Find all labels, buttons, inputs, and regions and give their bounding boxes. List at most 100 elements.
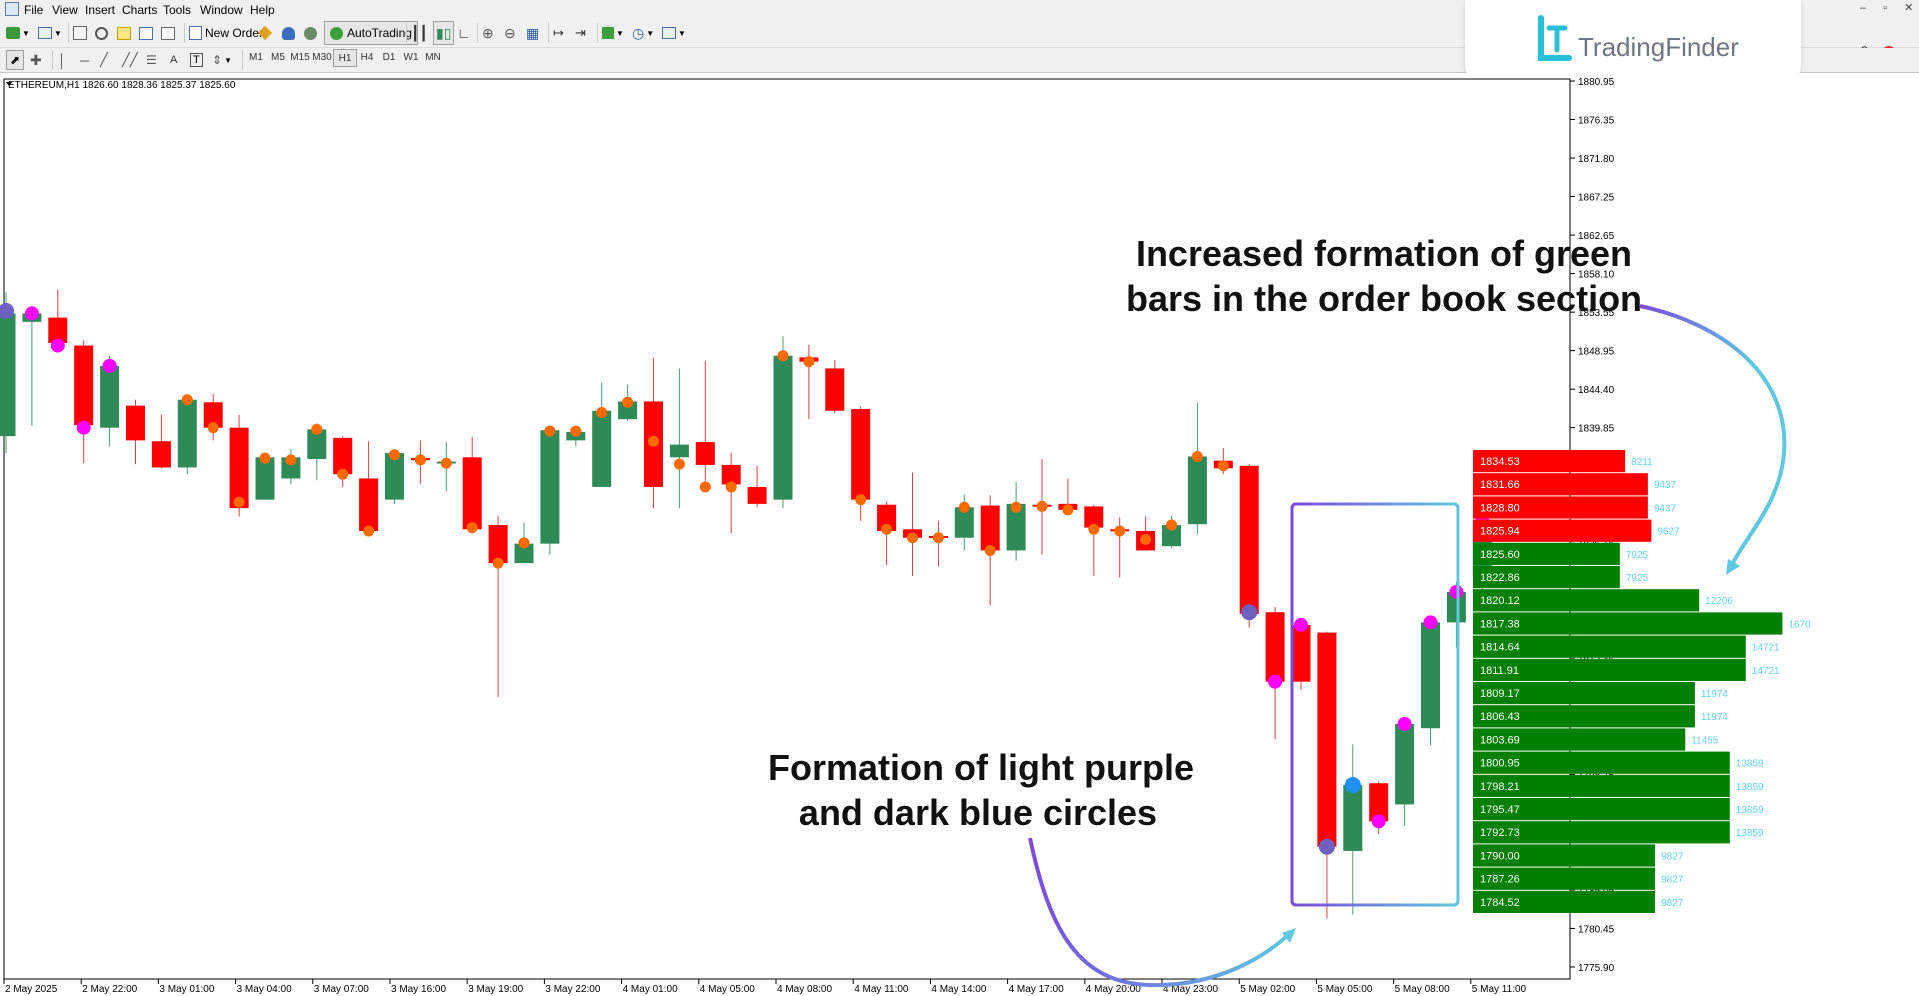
annotation-top-line1: Increased formation of green bbox=[1136, 233, 1632, 274]
menu-tools[interactable]: Tools bbox=[163, 3, 192, 17]
close-icon[interactable]: ✕ bbox=[1904, 2, 1914, 14]
candle-body bbox=[255, 457, 275, 500]
candle bbox=[747, 465, 767, 508]
ask-volume-bar bbox=[1473, 450, 1626, 473]
orange-marker bbox=[207, 422, 219, 434]
horizontal-line-button[interactable]: ─ bbox=[80, 50, 89, 70]
chart-menu-icon[interactable] bbox=[6, 82, 12, 86]
timeframe-h4[interactable]: H4 bbox=[360, 52, 374, 63]
candle bbox=[1239, 464, 1259, 628]
menu-file[interactable]: File bbox=[24, 3, 44, 17]
indicators-button[interactable]: ▼ bbox=[602, 23, 624, 43]
order-book-volume: 9827 bbox=[1661, 898, 1684, 909]
chart-shift-button[interactable]: ↦ bbox=[553, 23, 564, 43]
new-chart-button[interactable]: ▼ bbox=[6, 23, 30, 43]
order-book-row: 1825.94 9627 bbox=[1473, 519, 1680, 542]
candle-body bbox=[980, 505, 1000, 551]
candle-body bbox=[1421, 622, 1440, 729]
vertical-line-button[interactable]: │ bbox=[58, 50, 66, 70]
new-order-icon bbox=[189, 26, 202, 40]
order-book-row: 1817.38 1670 bbox=[1473, 612, 1811, 635]
price-label: 1775.90 bbox=[1578, 963, 1615, 974]
price-label: 1844.40 bbox=[1578, 385, 1615, 396]
data-window-button[interactable] bbox=[95, 23, 108, 43]
candlestick-icon: ▮▯ bbox=[436, 24, 452, 41]
order-book-price: 1811.91 bbox=[1480, 665, 1519, 677]
timeframe-m15[interactable]: M15 bbox=[290, 52, 310, 63]
periods-button[interactable]: ◷ ▼ bbox=[632, 24, 655, 41]
bid-volume-bar bbox=[1473, 542, 1620, 565]
pink-marker bbox=[76, 420, 91, 435]
order-book-price: 1787.26 bbox=[1480, 874, 1520, 886]
channel-button[interactable]: ╱╱ bbox=[122, 50, 138, 70]
pink-marker bbox=[1268, 674, 1283, 689]
cursor-button[interactable]: ⬈ bbox=[6, 50, 24, 70]
tile-windows-icon: ▦ bbox=[526, 24, 540, 41]
order-book-volume: 14721 bbox=[1752, 666, 1780, 677]
arrows-button[interactable]: ⇕ ▼ bbox=[212, 53, 232, 67]
metaeditor-button[interactable] bbox=[257, 23, 273, 43]
timeframe-m1[interactable]: M1 bbox=[249, 52, 263, 63]
candle-body bbox=[1369, 783, 1389, 822]
bar-chart-icon: ┃┃ bbox=[411, 24, 428, 41]
orange-marker bbox=[622, 396, 634, 408]
autotrading-button[interactable]: AutoTrading bbox=[324, 21, 418, 45]
trendline-button[interactable]: ╱ bbox=[100, 50, 108, 70]
minimize-icon[interactable]: – bbox=[1860, 2, 1867, 14]
orange-marker bbox=[725, 481, 737, 493]
tile-windows-button[interactable]: ▦ bbox=[526, 23, 539, 43]
price-chart[interactable]: ETHEREUM,H1 1826.60 1828.36 1825.37 1825… bbox=[0, 73, 1919, 996]
timeframe-d1[interactable]: D1 bbox=[382, 52, 396, 63]
bid-volume-bar bbox=[1473, 821, 1730, 844]
order-book-row: 1828.80 9437 bbox=[1473, 496, 1677, 519]
order-book-row: 1790.00 9827 bbox=[1473, 844, 1684, 867]
autoscroll-button[interactable]: ⇥ bbox=[575, 23, 586, 43]
timeframe-m5[interactable]: M5 bbox=[271, 52, 285, 63]
menu-charts[interactable]: Charts bbox=[122, 3, 158, 17]
timeframe-h1[interactable]: H1 bbox=[333, 49, 357, 67]
menu-view[interactable]: View bbox=[52, 3, 78, 17]
time-label: 3 May 04:00 bbox=[237, 984, 292, 995]
pink-marker bbox=[1423, 615, 1438, 630]
ask-volume-bar bbox=[1473, 496, 1648, 519]
candle-body bbox=[307, 429, 327, 460]
app-icon[interactable] bbox=[5, 2, 19, 16]
timeframe-w1[interactable]: W1 bbox=[403, 52, 419, 63]
candle-body bbox=[1265, 612, 1285, 682]
fibonacci-button[interactable]: ☰ bbox=[146, 50, 157, 70]
profiles-button[interactable]: ▼ bbox=[38, 23, 62, 43]
menu-window[interactable]: Window bbox=[200, 3, 243, 17]
signals-button[interactable] bbox=[282, 23, 295, 43]
new-order-button[interactable]: New Order bbox=[189, 23, 263, 43]
zoom-in-button[interactable]: ⊕ bbox=[482, 23, 494, 43]
crosshair-button[interactable]: ✚ bbox=[30, 50, 42, 70]
candlestick-button[interactable]: ▮▯ bbox=[433, 21, 455, 45]
menu-help[interactable]: Help bbox=[250, 3, 275, 17]
tester-button[interactable] bbox=[161, 23, 175, 43]
line-chart-button[interactable]: ∟ bbox=[457, 23, 471, 43]
terminal-button[interactable] bbox=[139, 23, 153, 43]
order-book-price: 1803.69 bbox=[1480, 734, 1520, 746]
timeframe-m30[interactable]: M30 bbox=[312, 52, 332, 63]
templates-button[interactable]: ▼ bbox=[662, 23, 686, 43]
annotation-top-line2: bars in the order book section bbox=[1126, 278, 1642, 319]
bar-chart-button[interactable]: ┃┃ bbox=[411, 23, 428, 43]
menu-insert[interactable]: Insert bbox=[85, 3, 116, 17]
restore-icon[interactable]: ▫ bbox=[1883, 2, 1888, 14]
price-label: 1853.55 bbox=[1578, 308, 1615, 319]
candle bbox=[151, 414, 171, 469]
market-watch-button[interactable] bbox=[73, 23, 87, 43]
navigator-button[interactable] bbox=[117, 23, 131, 43]
timeframe-mn[interactable]: MN bbox=[425, 52, 441, 63]
label-button[interactable]: T bbox=[190, 50, 203, 70]
text-button[interactable]: A bbox=[170, 50, 177, 70]
pink-marker bbox=[1449, 584, 1464, 599]
market-button[interactable] bbox=[304, 23, 317, 43]
zoom-out-button[interactable]: ⊖ bbox=[504, 23, 516, 43]
candle-body bbox=[1343, 784, 1363, 851]
candle bbox=[0, 292, 16, 454]
candle-body bbox=[1446, 591, 1466, 623]
text-tool-icon: A bbox=[170, 54, 178, 66]
pink-marker bbox=[1294, 617, 1308, 632]
order-book-price: 1825.94 bbox=[1480, 526, 1520, 538]
